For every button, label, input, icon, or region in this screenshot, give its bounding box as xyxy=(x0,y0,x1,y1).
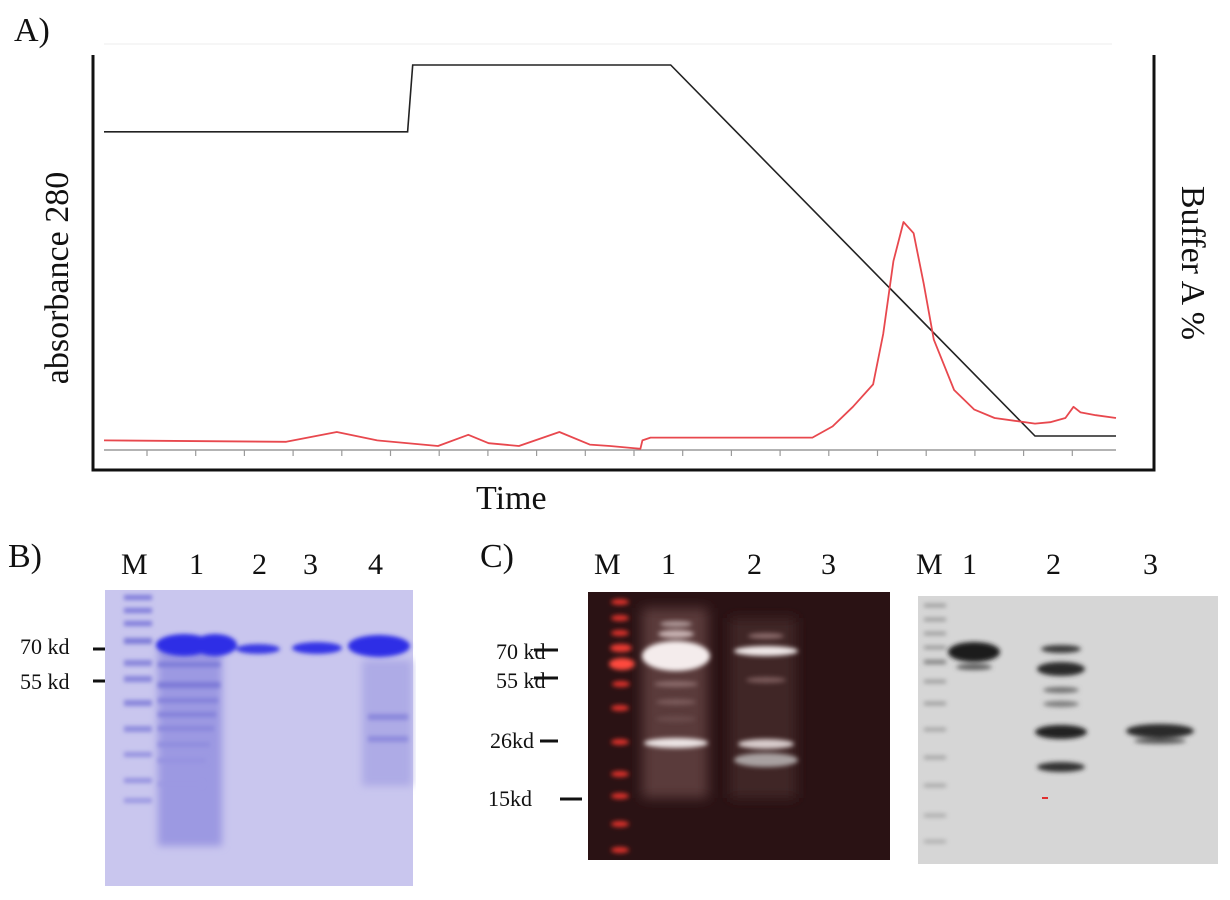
y-axis-right-label: Buffer A % xyxy=(1174,185,1211,341)
fluorescent-gel-image xyxy=(534,592,890,860)
gel-b-lane-m: M xyxy=(121,548,148,581)
gel-b-lane-1: 1 xyxy=(189,548,204,581)
gel-c-right-lane-m: M xyxy=(916,548,943,581)
gel-c-lane2-smear xyxy=(730,618,796,798)
y-axis-left-label: absorbance 280 xyxy=(39,171,76,385)
panel-b-letter: B) xyxy=(8,538,42,575)
gel-b-main-bands xyxy=(156,634,410,657)
gel-c-right-lane-3: 3 xyxy=(1143,548,1158,581)
gel-c-right-ladder-bands xyxy=(924,604,946,843)
gel-c-left-lane-m: M xyxy=(594,548,621,581)
gel-b-lane-4: 4 xyxy=(368,548,383,581)
x-axis-label: Time xyxy=(476,480,547,517)
gel-c-marker-26: 26kd xyxy=(490,728,534,753)
gel-c-ladder-bands xyxy=(609,599,635,853)
series-line-buffer xyxy=(104,64,1116,437)
coomassie-gel-image xyxy=(93,590,413,886)
gel-c-right-lane-2: 2 xyxy=(1046,548,1061,581)
gel-b-lane-3: 3 xyxy=(303,548,318,581)
gel-b-lane1-bands xyxy=(158,662,220,786)
gel-c-right-red-speck xyxy=(1042,797,1048,799)
gel-b-lane-2: 2 xyxy=(252,548,267,581)
gel-b-marker-70: 70 kd xyxy=(20,634,70,659)
gel-b-marker-55: 55 kd xyxy=(20,669,70,694)
gel-c-left-lane-1: 1 xyxy=(661,548,676,581)
gel-c-right-lane-1: 1 xyxy=(962,548,977,581)
gel-c-left-lane-2: 2 xyxy=(747,548,762,581)
plot-frame xyxy=(91,55,1156,472)
gel-c-fluorescent-bands xyxy=(642,621,798,767)
gel-c-marker-15: 15kd xyxy=(488,786,532,811)
series-line-absorbance xyxy=(103,221,1117,450)
panel-a-letter: A) xyxy=(14,12,50,49)
gel-b-lane4-smear xyxy=(362,660,412,786)
gel-b-ladder-bands xyxy=(124,595,152,803)
panel-c-letter: C) xyxy=(480,538,514,575)
gel-b-lane4-bands xyxy=(368,714,408,742)
gel-c-marker-55: 55 kd xyxy=(496,668,546,693)
gel-c-marker-70: 70 kd xyxy=(496,639,546,664)
stained-gel-image xyxy=(918,596,1218,864)
gel-c-right-bands xyxy=(948,642,1194,772)
gel-c-left-lane-3: 3 xyxy=(821,548,836,581)
chromatogram-chart xyxy=(91,43,1156,472)
